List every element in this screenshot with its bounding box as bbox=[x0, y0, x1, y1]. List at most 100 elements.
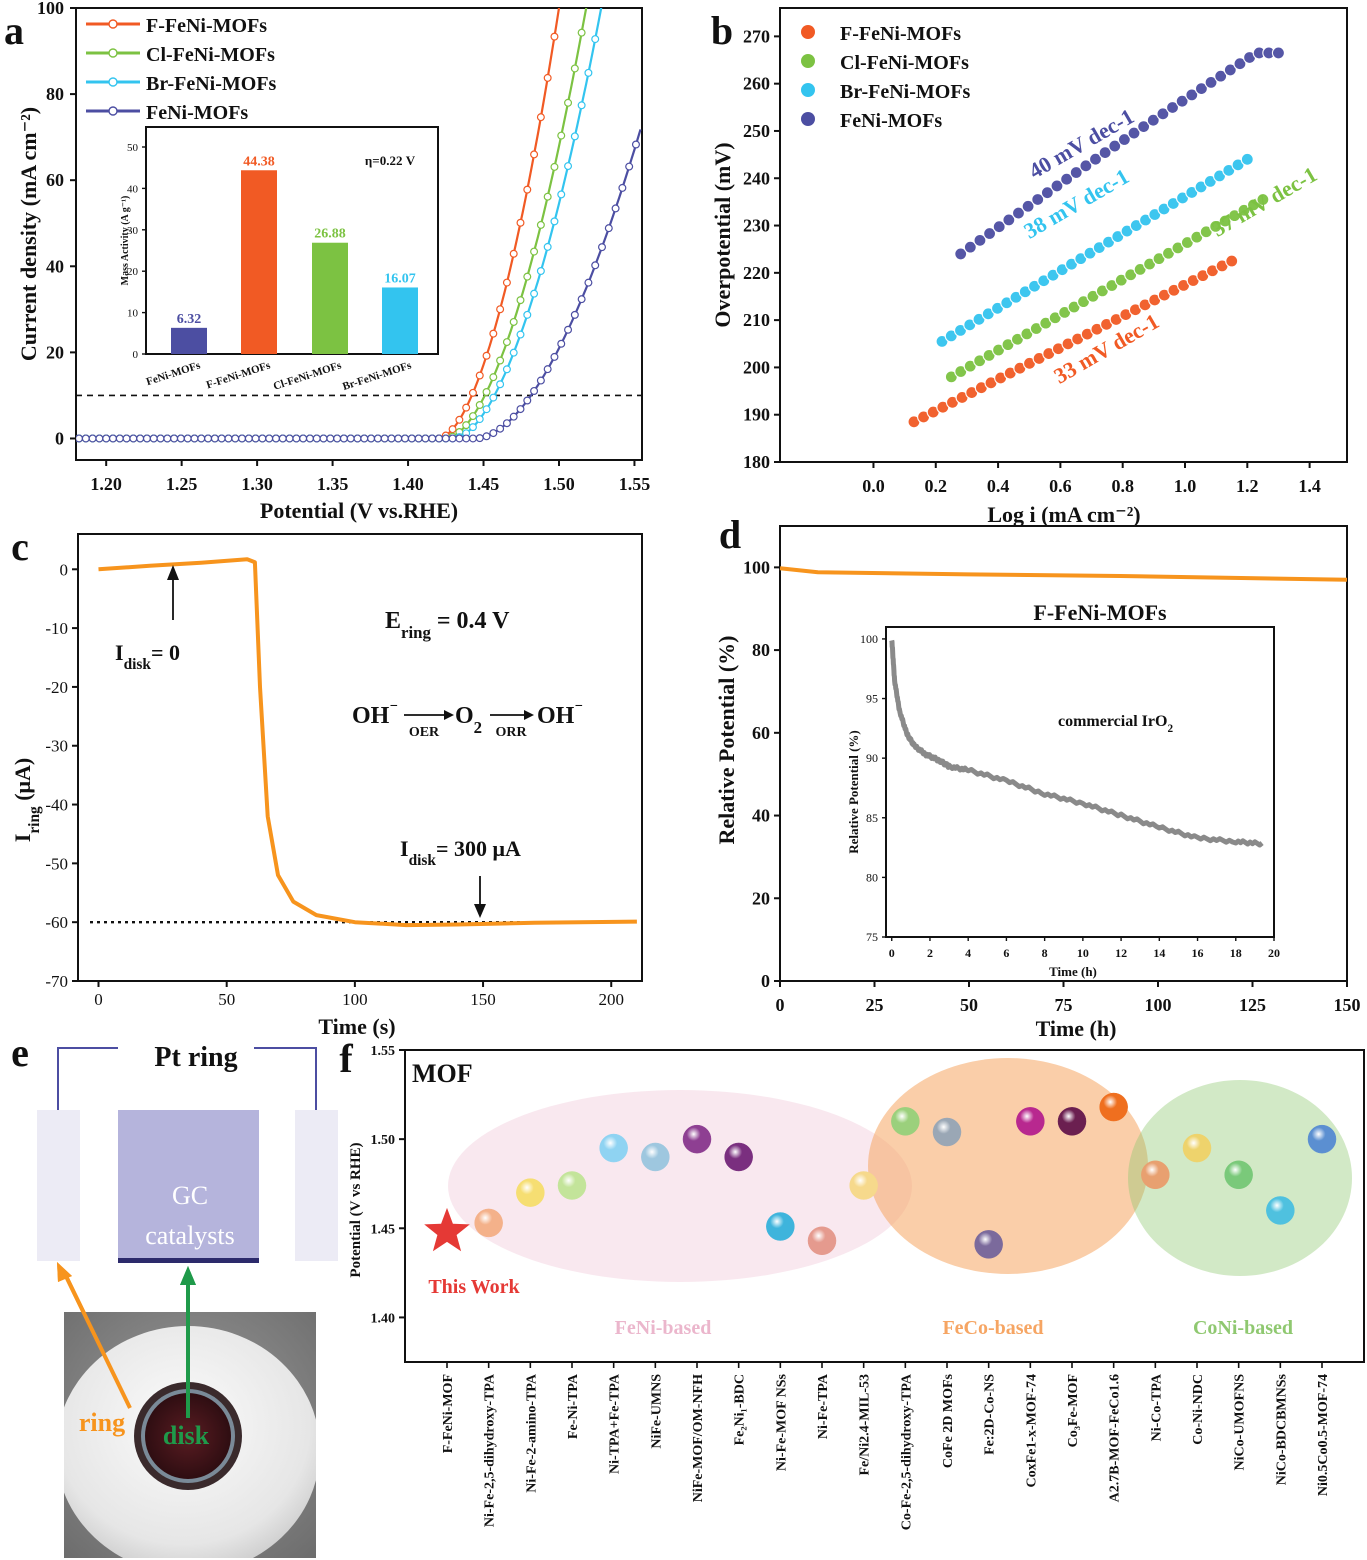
y-tick-label-b: 230 bbox=[743, 216, 770, 236]
y-tick-label-b: 250 bbox=[743, 121, 770, 141]
catalyst-point-NiCo-UMOFNS bbox=[1224, 1160, 1253, 1190]
data-point bbox=[1050, 179, 1064, 193]
x-tick-label-a: 1.50 bbox=[543, 474, 575, 494]
data-point bbox=[448, 425, 457, 434]
data-point bbox=[115, 434, 124, 443]
data-point bbox=[380, 434, 389, 443]
data-point bbox=[516, 405, 525, 414]
y-tick-label-c: -30 bbox=[45, 737, 68, 756]
x-tick-label-b: 0.2 bbox=[925, 476, 948, 496]
data-point bbox=[557, 190, 566, 199]
y-tick-label-a: 80 bbox=[46, 84, 64, 104]
series-Br-FeNi-MOFs bbox=[935, 152, 1254, 349]
data-point bbox=[285, 434, 294, 443]
data-point bbox=[509, 412, 518, 421]
ring-left-block bbox=[37, 1110, 80, 1261]
bar-label: 44.38 bbox=[243, 154, 275, 169]
y-axis-label-b: Overpotential (mV) bbox=[710, 142, 735, 327]
legend-label-a: FeNi-MOFs bbox=[146, 102, 248, 124]
data-point bbox=[468, 434, 477, 443]
catalyst-layer bbox=[118, 1258, 259, 1263]
data-point bbox=[509, 249, 518, 258]
inset-a-y-tick-label: 20 bbox=[127, 266, 139, 278]
data-point bbox=[1240, 152, 1254, 166]
inset-a-x-tick-label: F-FeNi-MOFs bbox=[205, 359, 273, 391]
inset-a-x-tick-label: FeNi-MOFs bbox=[145, 359, 203, 388]
data-point bbox=[1137, 119, 1151, 134]
data-point bbox=[496, 424, 505, 433]
data-point bbox=[333, 434, 342, 443]
legend-marker-b bbox=[801, 112, 815, 126]
arrowhead-ring bbox=[57, 1262, 72, 1282]
data-point bbox=[516, 296, 525, 305]
data-point bbox=[482, 351, 491, 360]
legend-label-a: Cl-FeNi-MOFs bbox=[146, 44, 275, 66]
data-point bbox=[1031, 192, 1045, 207]
inset-d-x-tick-label: 12 bbox=[1115, 946, 1127, 960]
data-point bbox=[1146, 113, 1160, 127]
y-tick-label-f: 1.50 bbox=[371, 1133, 396, 1148]
y-tick-label-d: 20 bbox=[752, 888, 770, 908]
data-point bbox=[326, 434, 335, 443]
data-point bbox=[108, 434, 117, 443]
inset-d-y-tick-label: 85 bbox=[866, 811, 878, 825]
data-point bbox=[95, 434, 104, 443]
inset-d-x-tick-label: 4 bbox=[965, 946, 971, 960]
data-point bbox=[577, 101, 586, 110]
bar-Br-FeNi-MOFs bbox=[382, 287, 418, 354]
data-point bbox=[1194, 82, 1209, 96]
data-point bbox=[339, 434, 348, 443]
data-point bbox=[564, 162, 573, 171]
x-tick-label-b: 0.6 bbox=[1049, 476, 1072, 496]
data-point bbox=[973, 233, 987, 247]
catalyst-point-CoFe 2D MOFs bbox=[932, 1117, 962, 1147]
data-point bbox=[305, 434, 314, 443]
y-tick-label-a: 100 bbox=[37, 0, 64, 18]
data-point bbox=[502, 419, 511, 428]
group-ellipse-feco bbox=[868, 1058, 1148, 1274]
catalyst-point-Ni-TPA+Fe-TPA bbox=[599, 1133, 628, 1163]
data-point bbox=[407, 434, 416, 443]
arrowhead-disk bbox=[180, 1266, 196, 1285]
bar-FeNi-MOFs bbox=[171, 327, 207, 354]
data-point bbox=[136, 434, 145, 443]
data-point bbox=[76, 434, 84, 443]
x-tick-label-d: 50 bbox=[960, 995, 978, 1015]
data-point bbox=[1225, 254, 1239, 268]
catalyst-point-NiFe-MOF/OM-NFH bbox=[682, 1124, 712, 1154]
series-Cl-FeNi-MOFs bbox=[944, 192, 1270, 384]
data-point bbox=[564, 98, 573, 107]
data-point bbox=[204, 434, 213, 443]
x-tick-label-b: 0.0 bbox=[862, 476, 885, 496]
reaction-o2: O2 bbox=[455, 703, 482, 737]
inset-a-y-label: Mass Activity (A g⁻¹) bbox=[120, 196, 131, 286]
catalyst-point-Fe-Ni-TPA bbox=[557, 1171, 587, 1200]
y-tick-label-d: 40 bbox=[752, 806, 770, 826]
group-label-CoNi-based: CoNi-based bbox=[1193, 1317, 1293, 1339]
data-point bbox=[482, 432, 491, 441]
x-tick-label-b: 0.4 bbox=[987, 476, 1010, 496]
x-tick-label-f: Co₃Fe-MOF bbox=[1066, 1374, 1081, 1447]
catalyst-point-A2.7B-MOF-FeCo1.6 bbox=[1099, 1092, 1128, 1122]
x-tick-label-f: Fe-Ni-TPA bbox=[566, 1373, 581, 1439]
y-tick-label-b: 220 bbox=[743, 263, 770, 283]
data-point bbox=[88, 434, 97, 443]
data-point bbox=[1117, 132, 1131, 147]
data-point bbox=[523, 396, 532, 405]
arrowhead-idisk0 bbox=[167, 565, 179, 580]
x-tick-label-d: 25 bbox=[866, 995, 884, 1015]
y-axis-label-d: Relative Potential (%) bbox=[714, 636, 739, 845]
x-tick-label-c: 50 bbox=[218, 990, 235, 1009]
data-point bbox=[577, 28, 586, 37]
data-point bbox=[468, 412, 477, 421]
data-point bbox=[550, 217, 559, 226]
markers-FeNi-MOFs bbox=[76, 140, 640, 443]
annotation-idisk0: Idisk= 0 bbox=[115, 640, 180, 673]
data-point bbox=[231, 434, 240, 443]
x-axis-label-a: Potential (V vs.RHE) bbox=[260, 498, 458, 523]
data-point bbox=[1223, 63, 1237, 77]
legend-marker-a bbox=[108, 19, 118, 29]
bar-label: 16.07 bbox=[384, 271, 416, 286]
y-axis-label-c: Iring (μA) bbox=[10, 758, 43, 842]
data-point bbox=[482, 405, 491, 414]
